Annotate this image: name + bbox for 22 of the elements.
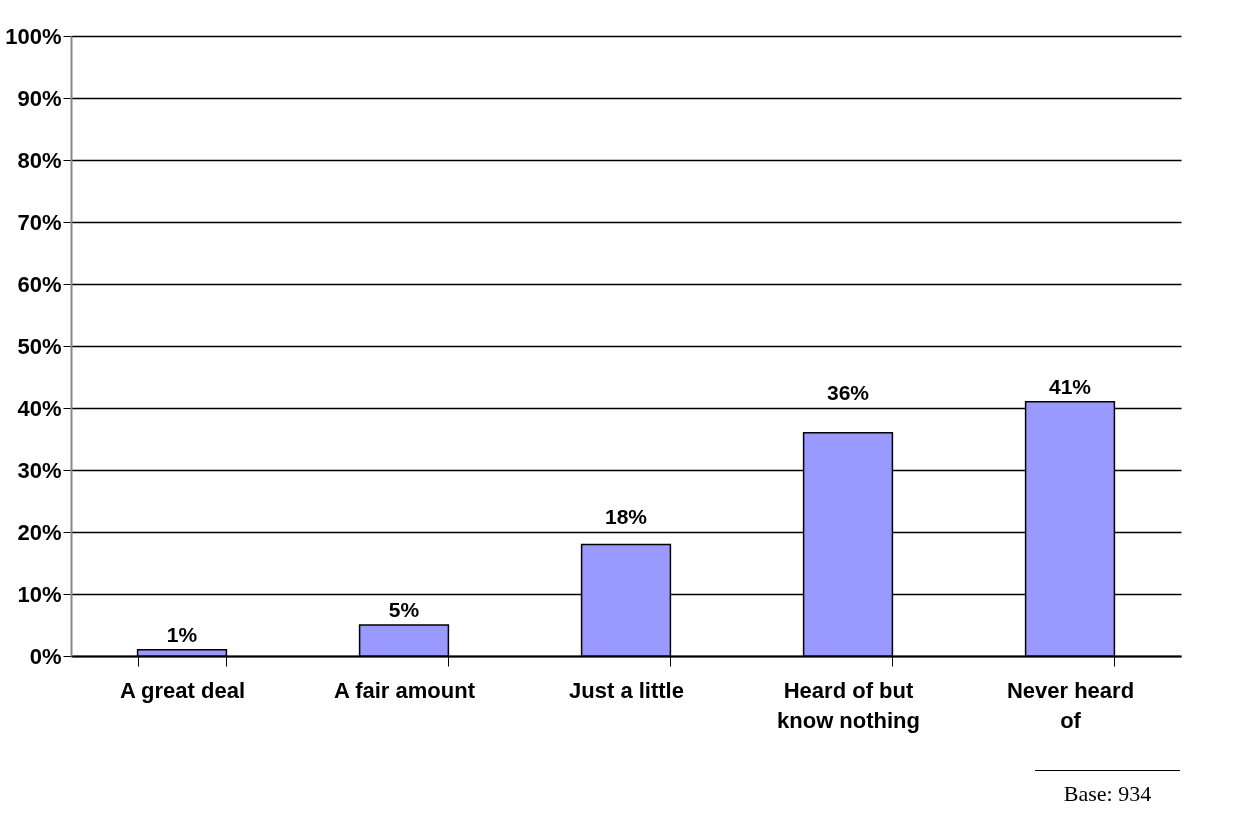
- y-tick-label: 100%: [5, 23, 62, 49]
- x-tick-label: Just a little: [569, 677, 684, 703]
- y-tick-label: 70%: [17, 209, 62, 235]
- data-label: 18%: [604, 505, 648, 528]
- x-tick-label: Heard of but know nothing: [777, 677, 920, 733]
- y-tick-label: 30%: [17, 457, 62, 483]
- y-tick-label: 20%: [17, 519, 62, 545]
- y-tick-label: 90%: [17, 85, 62, 111]
- x-tick-label: Never heard of: [1006, 677, 1135, 733]
- text: Base: 934: [1062, 781, 1153, 807]
- data-label: 5%: [388, 598, 420, 621]
- data-label: 1%: [166, 622, 198, 646]
- x-tick-label: A great deal: [119, 677, 246, 703]
- x-tick-label: A fair amount: [334, 677, 476, 703]
- y-tick-label: 60%: [17, 271, 62, 297]
- y-tick-label: 0%: [29, 643, 62, 669]
- data-label: 36%: [826, 381, 870, 404]
- y-tick-label: 80%: [17, 147, 62, 173]
- y-tick-label: 10%: [17, 581, 62, 607]
- data-label: 41%: [1048, 374, 1092, 398]
- y-tick-label: 40%: [17, 395, 62, 421]
- y-tick-label: 50%: [17, 333, 62, 359]
